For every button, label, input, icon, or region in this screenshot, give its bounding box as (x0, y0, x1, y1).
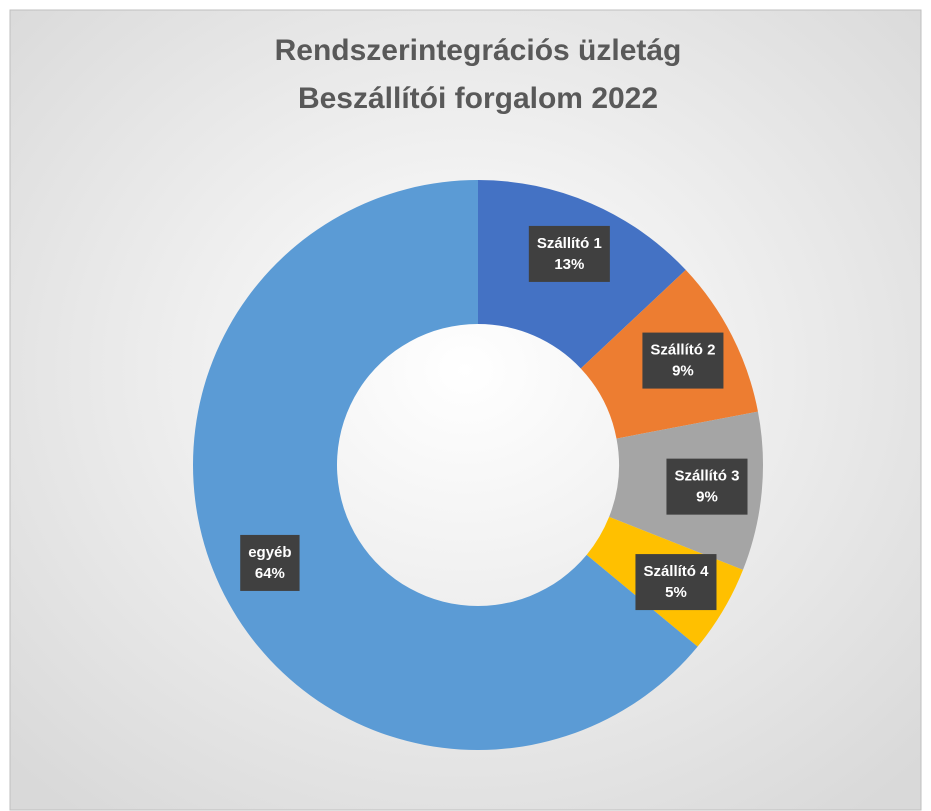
chart-title: Rendszerintegrációs üzletág (275, 34, 682, 67)
data-label-value: 13% (554, 256, 584, 273)
chart-subtitle: Beszállítói forgalom 2022 (298, 82, 658, 115)
data-label: Szállító 4 5% (635, 554, 717, 611)
data-label: egyéb 64% (240, 534, 300, 591)
data-label-value: 5% (665, 584, 687, 601)
data-label-name: Szállító 2 (650, 342, 715, 359)
data-label-box (240, 534, 300, 591)
data-label-box (666, 458, 748, 515)
data-label-name: Szállító 4 (643, 563, 709, 580)
data-label-box (528, 225, 610, 282)
data-label: Szállító 1 13% (528, 225, 610, 282)
data-label: Szállító 2 9% (642, 332, 724, 389)
data-label-name: Szállító 3 (674, 468, 739, 485)
data-label-value: 9% (696, 489, 718, 506)
data-label-box (635, 554, 717, 611)
data-label-name: Szállító 1 (537, 235, 602, 252)
data-label-name: egyéb (248, 544, 291, 561)
data-label-value: 64% (255, 565, 285, 582)
data-label: Szállító 3 9% (666, 458, 748, 515)
donut-slice (193, 180, 698, 750)
data-label-value: 9% (672, 363, 694, 380)
data-label-box (642, 332, 724, 389)
